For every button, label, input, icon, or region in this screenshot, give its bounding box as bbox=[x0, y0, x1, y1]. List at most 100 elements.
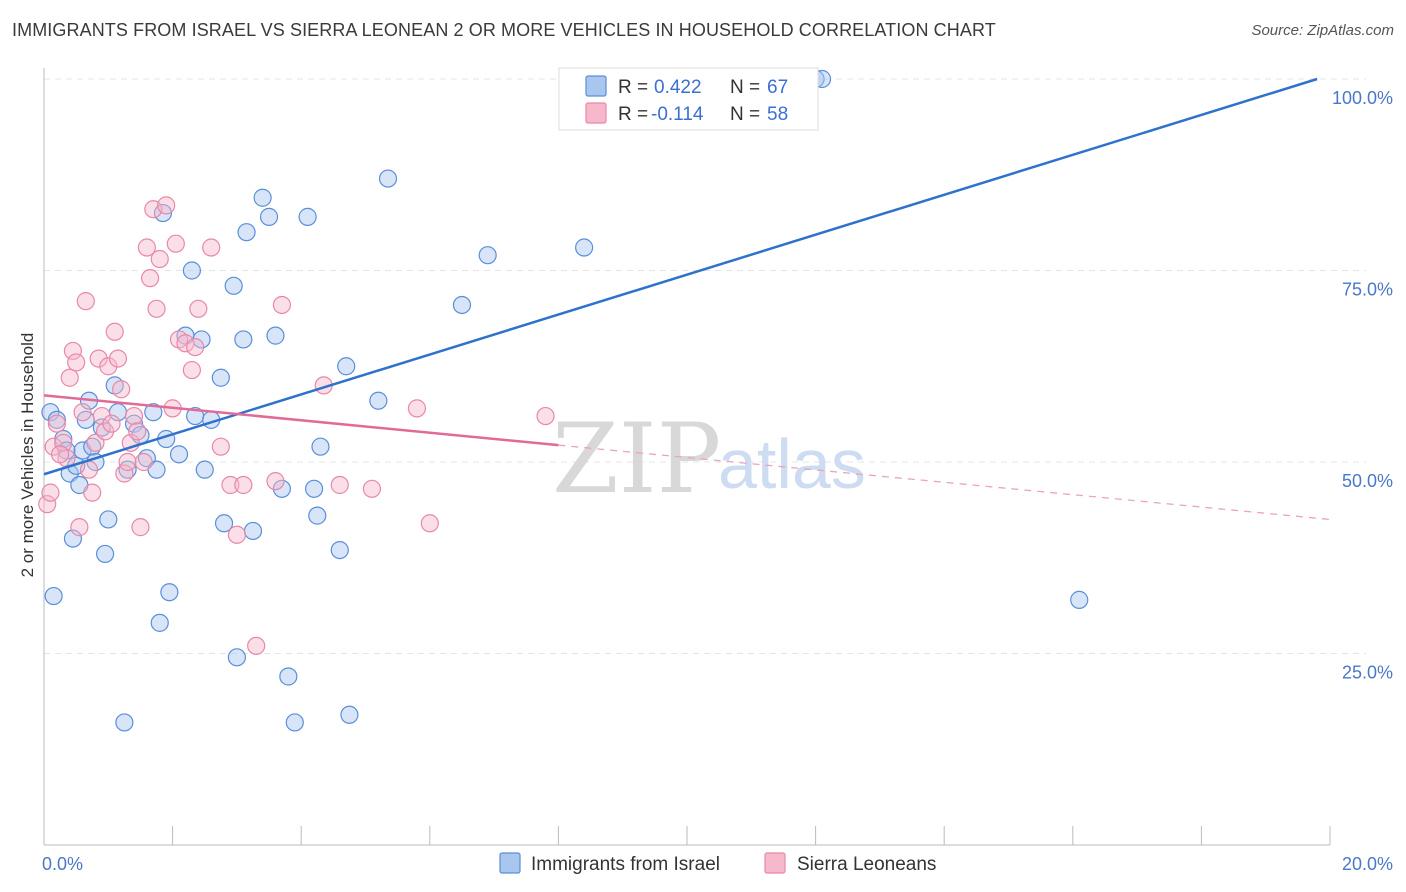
israel-point bbox=[452, 295, 472, 315]
israel-point bbox=[298, 207, 317, 226]
sierra-point bbox=[137, 238, 156, 257]
sierra-point bbox=[60, 368, 79, 387]
israel-point bbox=[150, 613, 169, 632]
sierra-point bbox=[63, 341, 83, 361]
correlation-legend: R = 0.422 N = 67 R = -0.114 N = 58 bbox=[558, 67, 819, 131]
series-israel-points bbox=[41, 69, 1089, 732]
legend-r-value-israel: 0.422 bbox=[654, 77, 702, 98]
y-tick-label: 50.0% bbox=[1342, 471, 1393, 491]
israel-point bbox=[237, 223, 256, 242]
sierra-point bbox=[182, 360, 201, 380]
watermark-atlas: atlas bbox=[718, 425, 866, 503]
israel-point bbox=[115, 713, 134, 732]
israel-point bbox=[308, 506, 327, 525]
sierra-point bbox=[128, 422, 147, 441]
bottom-legend-swatch-sierra bbox=[764, 852, 786, 874]
trend-lines bbox=[43, 77, 1331, 521]
israel-point bbox=[259, 207, 279, 226]
sierra-point bbox=[189, 299, 208, 318]
source-credit: Source: ZipAtlas.com bbox=[1251, 22, 1394, 39]
israel-point bbox=[330, 540, 349, 560]
sierra-point bbox=[124, 406, 144, 426]
sierra-point bbox=[70, 518, 89, 537]
israel-point bbox=[279, 667, 298, 686]
bottom-legend-label-israel: Immigrants from Israel bbox=[531, 854, 720, 875]
sierra-point bbox=[83, 483, 102, 502]
sierra-point bbox=[202, 238, 221, 257]
israel-point bbox=[211, 368, 230, 387]
israel-point bbox=[304, 479, 324, 498]
sierra-point bbox=[76, 292, 95, 311]
israel-point bbox=[369, 391, 388, 410]
sierra-point bbox=[330, 475, 349, 495]
sierra-point bbox=[105, 322, 124, 341]
trend-line-israel bbox=[43, 77, 1318, 476]
israel-point bbox=[311, 437, 330, 456]
israel-point bbox=[266, 326, 285, 345]
sierra-point bbox=[166, 234, 185, 253]
israel-point bbox=[182, 261, 201, 280]
y-tick-label: 75.0% bbox=[1342, 280, 1393, 300]
chart-title: IMMIGRANTS FROM ISRAEL VS SIERRA LEONEAN… bbox=[12, 20, 996, 40]
sierra-point bbox=[118, 452, 137, 472]
israel-point bbox=[575, 238, 594, 257]
israel-point bbox=[478, 246, 497, 265]
sierra-point bbox=[536, 406, 555, 426]
legend-r-label-sierra: R = bbox=[618, 104, 648, 125]
y-axis-label: 2 or more Vehicles in Household bbox=[18, 333, 37, 578]
sierra-point bbox=[227, 525, 246, 544]
sierra-point bbox=[362, 479, 382, 498]
series-legend: Immigrants from Israel Sierra Leoneans bbox=[499, 852, 936, 875]
israel-point bbox=[47, 410, 66, 429]
sierra-point bbox=[112, 380, 131, 399]
x-tick-label: 0.0% bbox=[42, 854, 83, 874]
watermark-zip: ZIP bbox=[552, 403, 721, 515]
sierra-point bbox=[420, 514, 439, 533]
israel-point bbox=[160, 583, 179, 602]
y-tick-label: 25.0% bbox=[1342, 663, 1393, 683]
israel-point bbox=[1070, 590, 1089, 609]
watermark: ZIP atlas bbox=[552, 403, 866, 515]
y-tick-labels: 100.0% 75.0% 50.0% 25.0% bbox=[1332, 88, 1393, 683]
legend-n-label-israel: N = bbox=[730, 77, 760, 98]
sierra-point bbox=[221, 475, 240, 495]
axes bbox=[43, 68, 1331, 846]
israel-point bbox=[99, 510, 118, 529]
legend-r-value-sierra: -0.114 bbox=[651, 104, 704, 125]
legend-n-label-sierra: N = bbox=[730, 104, 760, 125]
sierra-point bbox=[79, 460, 99, 479]
legend-n-value-israel: 67 bbox=[767, 77, 788, 98]
israel-point bbox=[54, 429, 73, 449]
israel-point bbox=[243, 521, 263, 541]
israel-point bbox=[253, 188, 272, 207]
sierra-point bbox=[54, 433, 73, 452]
sierra-point bbox=[108, 349, 128, 368]
sierra-point bbox=[140, 269, 160, 288]
legend-r-label-israel: R = bbox=[618, 77, 648, 98]
x-tick-labels: 0.0% 20.0% bbox=[42, 854, 1393, 874]
sierra-point bbox=[102, 414, 121, 433]
sierra-point bbox=[234, 475, 253, 495]
sierra-point bbox=[186, 338, 205, 357]
israel-point bbox=[169, 445, 189, 464]
sierra-point bbox=[407, 399, 427, 418]
bottom-legend-label-sierra: Sierra Leoneans bbox=[797, 854, 936, 875]
israel-point bbox=[340, 705, 359, 724]
trend-line-sierra bbox=[43, 394, 559, 447]
sierra-point bbox=[157, 196, 176, 215]
sierra-point bbox=[41, 483, 60, 502]
bottom-legend-swatch-israel bbox=[499, 852, 521, 874]
israel-point bbox=[234, 330, 253, 349]
legend-swatch-israel bbox=[585, 75, 607, 97]
israel-point bbox=[224, 276, 243, 295]
sierra-point bbox=[50, 445, 70, 464]
series-sierra-points bbox=[38, 196, 555, 655]
sierra-point bbox=[73, 403, 92, 422]
israel-point bbox=[95, 544, 115, 564]
legend-n-value-sierra: 58 bbox=[767, 104, 788, 125]
israel-point bbox=[214, 514, 234, 533]
sierra-point bbox=[147, 299, 166, 318]
sierra-point bbox=[67, 353, 86, 372]
israel-point bbox=[337, 357, 356, 376]
